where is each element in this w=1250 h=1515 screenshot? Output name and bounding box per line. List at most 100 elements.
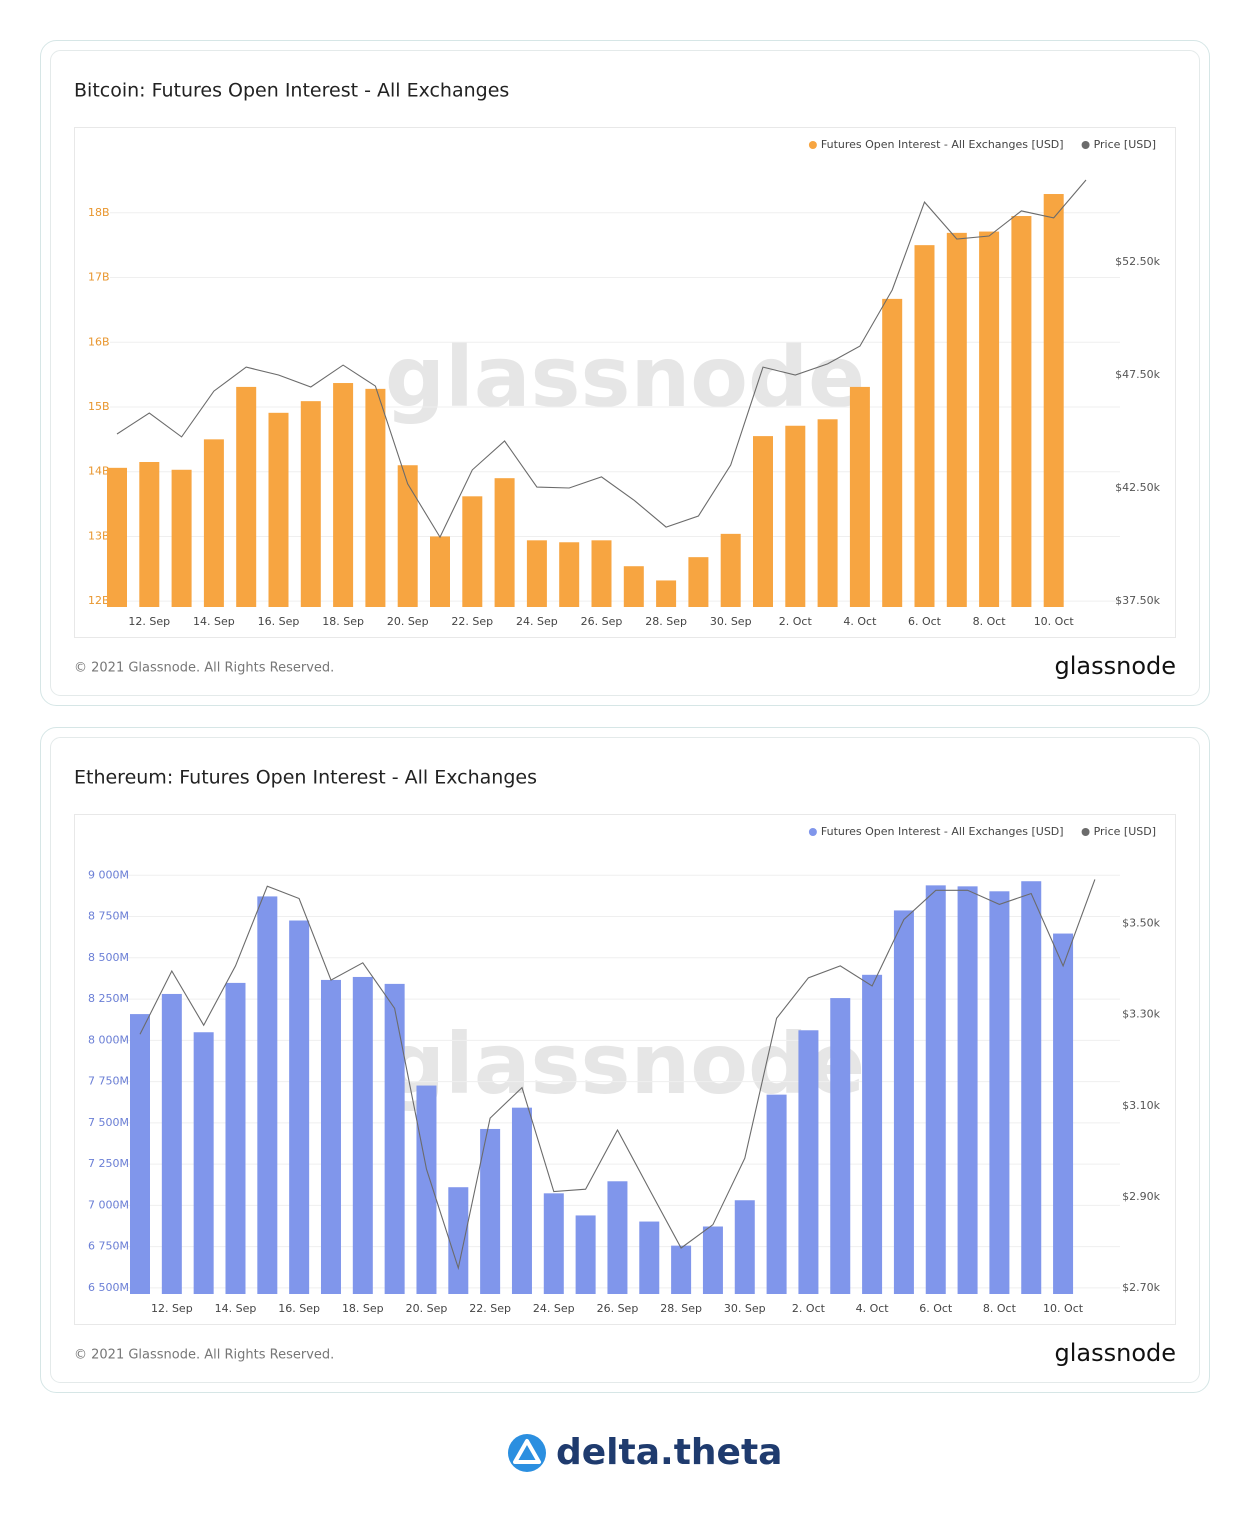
- x-tick-label: 2. Oct: [779, 615, 813, 628]
- x-tick-label: 12. Sep: [128, 615, 170, 628]
- bar: [480, 1128, 501, 1294]
- bar: [203, 439, 224, 607]
- delta-logo: delta.theta: [508, 1432, 782, 1473]
- legend-swatch: [1081, 141, 1090, 149]
- bar: [946, 232, 967, 607]
- bar: [236, 386, 257, 607]
- bar: [397, 465, 418, 607]
- bar: [352, 976, 373, 1294]
- watermark: glassnode: [385, 328, 865, 426]
- y-tick-label: 7 250M: [88, 1157, 129, 1170]
- x-tick-label: 6. Oct: [908, 615, 942, 628]
- x-tick-label: 30. Sep: [710, 615, 752, 628]
- bar: [925, 885, 946, 1294]
- x-tick-label: 24. Sep: [516, 615, 558, 628]
- bar: [193, 1032, 214, 1294]
- bar: [430, 536, 450, 607]
- logo-triangle: [513, 1439, 541, 1464]
- bar: [289, 920, 310, 1294]
- bar: [107, 467, 127, 607]
- bar: [1043, 194, 1064, 607]
- y-tick-label: 6 500M: [88, 1281, 129, 1294]
- bar: [1011, 216, 1032, 607]
- x-tick-label: 2. Oct: [792, 1302, 826, 1315]
- legend-label: Futures Open Interest - All Exchanges [U…: [821, 825, 1064, 838]
- y-tick-label: 15B: [88, 400, 110, 413]
- bar: [688, 557, 709, 607]
- y2-tick-label: $3.50k: [1122, 917, 1160, 930]
- bar: [639, 1221, 660, 1294]
- x-tick-label: 16. Sep: [278, 1302, 320, 1315]
- y-tick-label: 8 250M: [88, 992, 129, 1005]
- y-tick-label: 9 000M: [88, 868, 129, 881]
- bar: [849, 386, 870, 607]
- x-tick-label: 16. Sep: [258, 615, 300, 628]
- bar: [753, 436, 773, 607]
- bar: [575, 1215, 596, 1294]
- x-tick-label: 28. Sep: [660, 1302, 702, 1315]
- x-tick-label: 14. Sep: [215, 1302, 257, 1315]
- y-tick-label: 7 500M: [88, 1116, 129, 1129]
- bar: [591, 540, 612, 607]
- y-tick-label: 12B: [88, 594, 110, 607]
- bar: [882, 298, 903, 607]
- bar: [720, 533, 741, 607]
- bar: [494, 478, 515, 607]
- bar: [1053, 933, 1074, 1294]
- bar: [957, 886, 978, 1294]
- bar: [543, 1193, 564, 1294]
- y-tick-label: 17B: [88, 271, 110, 284]
- y-tick-label: 8 000M: [88, 1033, 129, 1046]
- legend-label: Price [USD]: [1094, 825, 1156, 838]
- bar: [1021, 881, 1042, 1294]
- y2-tick-label: $3.10k: [1122, 1099, 1160, 1112]
- brand-name: delta.theta: [556, 1432, 782, 1473]
- price-line: [116, 179, 1087, 539]
- plot-frame: [74, 814, 1176, 1325]
- x-tick-label: 10. Oct: [1034, 615, 1075, 628]
- bar: [893, 910, 914, 1294]
- x-tick-label: 8. Oct: [973, 615, 1007, 628]
- y-tick-label: 13B: [88, 529, 110, 542]
- chart-card: Ethereum: Futures Open Interest - All Ex…: [40, 727, 1210, 1393]
- bar: [914, 245, 935, 607]
- bar: [333, 383, 354, 607]
- bar: [365, 388, 386, 607]
- x-tick-label: 30. Sep: [724, 1302, 766, 1315]
- brand-logo: glassnode: [1054, 1339, 1176, 1367]
- y2-tick-label: $52.50k: [1115, 255, 1160, 268]
- y-tick-label: 8 500M: [88, 951, 129, 964]
- plot-frame: [74, 127, 1176, 638]
- y-tick-label: 8 750M: [88, 910, 129, 923]
- x-tick-label: 20. Sep: [406, 1302, 448, 1315]
- bar: [766, 1094, 787, 1294]
- bar: [462, 496, 483, 607]
- bar: [979, 231, 1000, 607]
- bar: [734, 1200, 755, 1294]
- x-tick-label: 28. Sep: [645, 615, 687, 628]
- bar: [607, 1181, 628, 1294]
- x-tick-label: 18. Sep: [322, 615, 364, 628]
- copyright: © 2021 Glassnode. All Rights Reserved.: [74, 661, 334, 676]
- y2-tick-label: $37.50k: [1115, 594, 1160, 607]
- x-tick-label: 18. Sep: [342, 1302, 384, 1315]
- bar: [268, 412, 289, 607]
- x-tick-label: 20. Sep: [387, 615, 429, 628]
- legend-label: Futures Open Interest - All Exchanges [U…: [821, 138, 1064, 151]
- legend-swatch: [808, 141, 817, 149]
- bar: [320, 979, 341, 1294]
- bar: [830, 998, 851, 1294]
- y-tick-label: 14B: [88, 465, 110, 478]
- bar: [384, 983, 405, 1294]
- legend-swatch: [808, 828, 817, 836]
- chart-title: Bitcoin: Futures Open Interest - All Exc…: [74, 80, 509, 102]
- y2-tick-label: $3.30k: [1122, 1008, 1160, 1021]
- y-tick-label: 18B: [88, 206, 110, 219]
- x-tick-label: 26. Sep: [597, 1302, 639, 1315]
- bar: [171, 469, 192, 607]
- bar: [798, 1030, 819, 1294]
- x-tick-label: 6. Oct: [919, 1302, 953, 1315]
- bar: [671, 1245, 692, 1294]
- bar: [257, 896, 278, 1294]
